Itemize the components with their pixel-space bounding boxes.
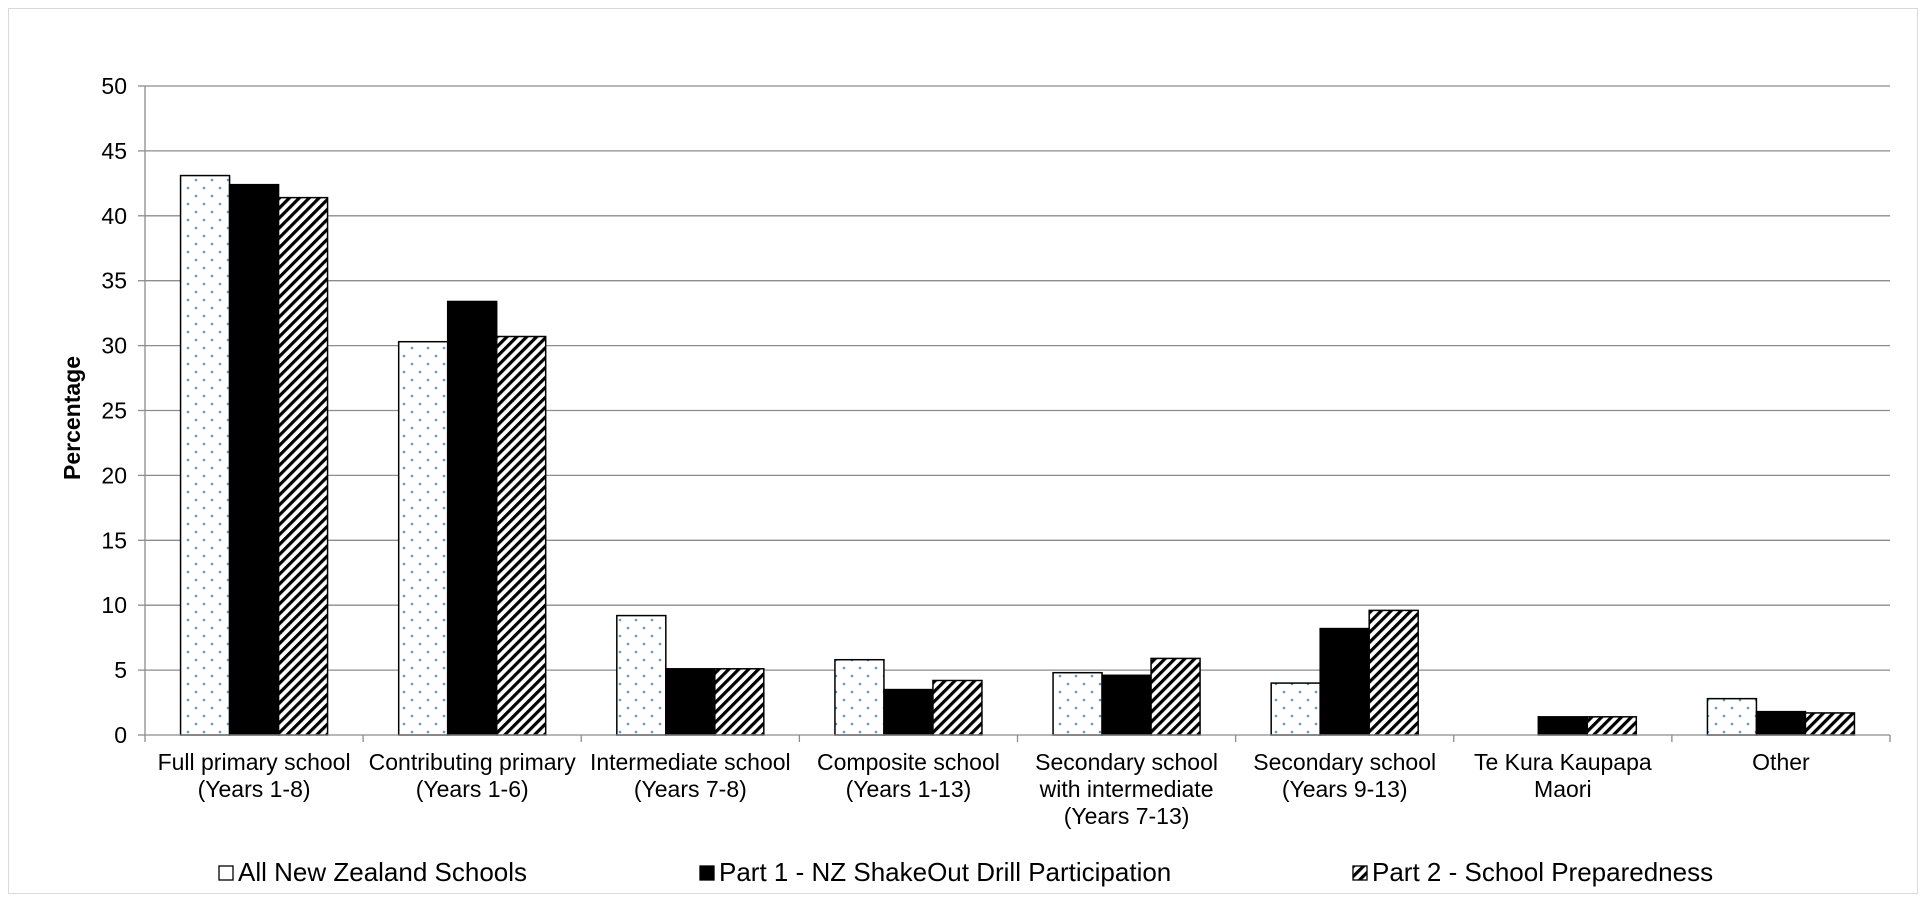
y-tick-label: 45: [101, 138, 127, 164]
x-tick-label: (Years 7-8): [634, 776, 747, 802]
x-tick-label: (Years 1-13): [846, 776, 972, 802]
x-axis-categories: Full primary school(Years 1-8) Contributi…: [158, 749, 1810, 829]
y-axis-ticks: 0 5 10 15 20 25 30 35 40 45 50: [101, 73, 145, 748]
legend: All New Zealand Schools Part 1 - NZ Shake…: [218, 857, 1713, 887]
x-tick-label: Contributing primary: [369, 749, 577, 775]
legend-swatch: [1352, 865, 1368, 881]
bar: [1586, 716, 1638, 736]
x-tick-label: (Years 1-8): [198, 776, 311, 802]
bar: [1368, 609, 1419, 736]
x-tick-label: (Years 7-13): [1064, 803, 1190, 829]
x-tick-label: Secondary school: [1035, 749, 1218, 775]
bar: [1052, 671, 1103, 736]
bar: [616, 614, 667, 736]
y-tick-label: 30: [101, 333, 127, 359]
x-tick-label: with intermediate: [1039, 776, 1214, 802]
bar: [495, 335, 547, 736]
y-tick-label: 25: [101, 398, 127, 424]
bar: [228, 183, 280, 736]
bar: [446, 300, 498, 736]
legend-label: Part 1 - NZ ShakeOut Drill Participation: [719, 857, 1171, 887]
bar: [277, 196, 329, 736]
x-tick-label: Composite school: [817, 749, 1000, 775]
y-axis-label: Percentage: [59, 356, 85, 480]
y-tick-label: 10: [101, 592, 127, 618]
bar: [1150, 657, 1201, 736]
bar: [883, 688, 934, 736]
bar: [1101, 674, 1152, 736]
bars: [179, 174, 1856, 736]
x-tick-label: Intermediate school: [590, 749, 791, 775]
y-tick-label: 50: [101, 73, 127, 99]
y-tick-label: 20: [101, 462, 127, 488]
legend-label: All New Zealand Schools: [238, 857, 527, 887]
x-tick-label: Secondary school: [1253, 749, 1436, 775]
axes: [144, 86, 1891, 742]
bar: [834, 658, 885, 736]
y-tick-label: 35: [101, 268, 127, 294]
bar: [1804, 712, 1856, 736]
bar: [397, 340, 449, 736]
x-tick-label: Maori: [1534, 776, 1592, 802]
bar: [665, 668, 716, 736]
legend-item: Part 1 - NZ ShakeOut Drill Participation: [699, 857, 1171, 887]
y-tick-label: 5: [114, 657, 127, 683]
legend-item: All New Zealand Schools: [218, 857, 527, 887]
legend-swatch: [699, 865, 715, 881]
legend-label: Part 2 - School Preparedness: [1372, 857, 1713, 887]
legend-item: Part 2 - School Preparedness: [1352, 857, 1713, 887]
x-tick-label: Full primary school: [158, 749, 351, 775]
x-tick-label: (Years 9-13): [1282, 776, 1408, 802]
bar: [714, 668, 765, 736]
y-tick-label: 15: [101, 527, 127, 553]
bar: [1755, 710, 1807, 736]
bar: [1706, 697, 1758, 736]
bar: [932, 679, 983, 736]
y-tick-label: 40: [101, 203, 127, 229]
x-tick-label: (Years 1-6): [416, 776, 529, 802]
bar: [1270, 682, 1321, 736]
x-tick-label: Te Kura Kaupapa: [1474, 749, 1652, 775]
y-tick-label: 0: [114, 722, 127, 748]
bar: [179, 174, 231, 736]
bar: [1319, 627, 1370, 736]
bar: [1537, 716, 1589, 736]
legend-swatch: [218, 865, 234, 881]
x-tick-label: Other: [1752, 749, 1810, 775]
